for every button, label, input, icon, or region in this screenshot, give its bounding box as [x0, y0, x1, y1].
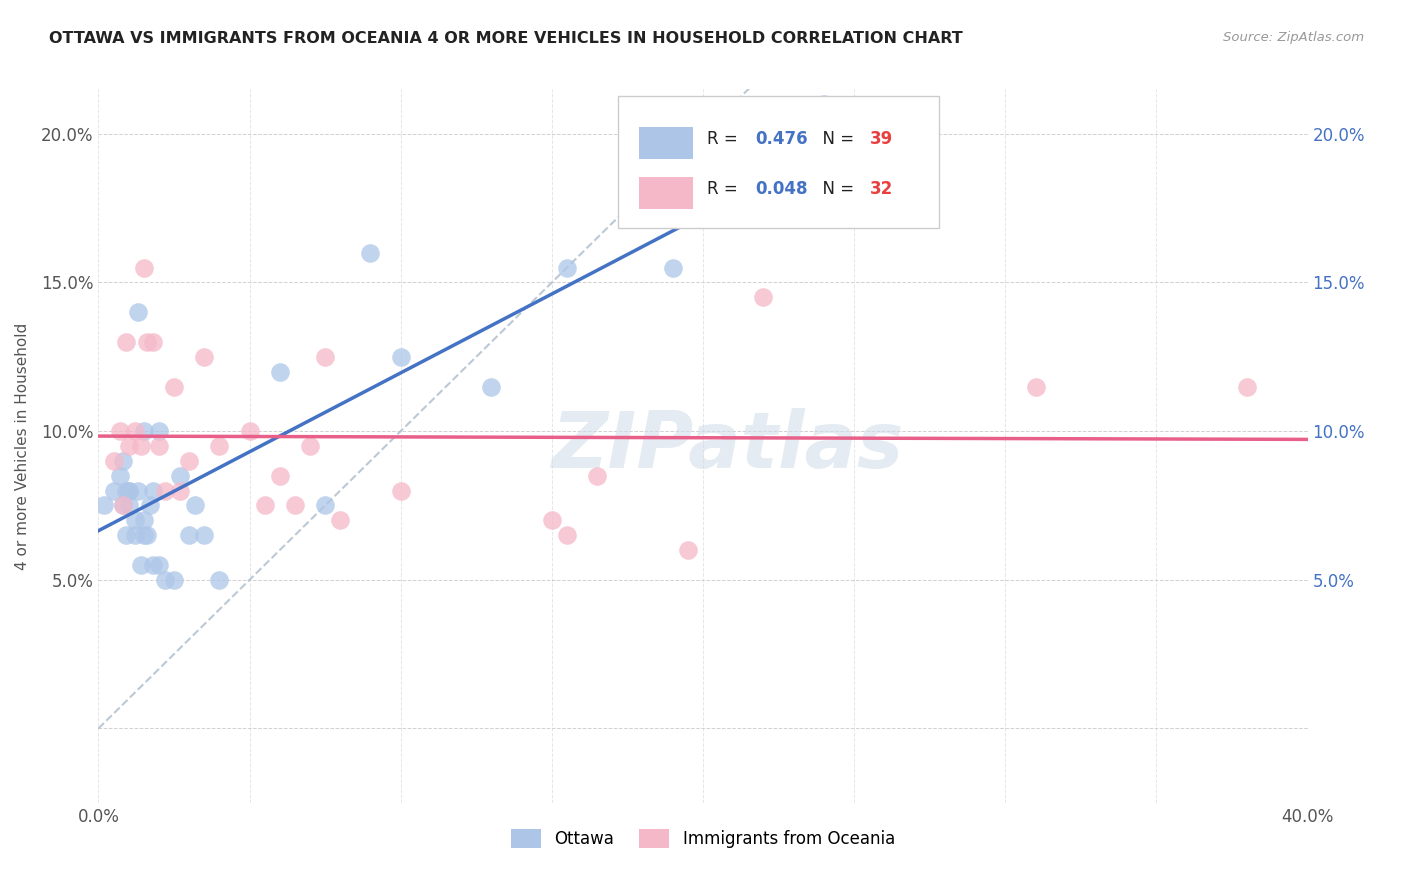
Point: [752, 290, 775, 304]
Point: [118, 483, 141, 498]
Point: [124, 513, 146, 527]
Text: N =: N =: [811, 180, 859, 198]
Point: [148, 424, 170, 438]
Point: [184, 499, 207, 513]
Y-axis label: 4 or more Vehicles in Household: 4 or more Vehicles in Household: [15, 322, 30, 570]
Point: [239, 424, 262, 438]
Text: 39: 39: [870, 130, 893, 148]
Point: [179, 528, 201, 542]
Point: [142, 334, 165, 349]
Point: [676, 543, 699, 558]
Point: [360, 245, 382, 260]
Point: [1024, 379, 1046, 393]
Point: [132, 513, 155, 527]
Point: [1236, 379, 1258, 393]
Text: Source: ZipAtlas.com: Source: ZipAtlas.com: [1223, 31, 1364, 45]
Point: [111, 499, 134, 513]
Point: [118, 499, 141, 513]
FancyBboxPatch shape: [619, 96, 939, 228]
Point: [127, 483, 149, 498]
Point: [586, 468, 609, 483]
Bar: [638, 127, 693, 159]
Point: [208, 573, 231, 587]
Point: [142, 483, 165, 498]
Text: R =: R =: [707, 130, 742, 148]
Point: [114, 483, 136, 498]
Point: [118, 439, 141, 453]
Point: [661, 260, 683, 275]
Point: [389, 350, 412, 364]
Point: [132, 528, 155, 542]
Point: [108, 468, 131, 483]
Point: [114, 334, 136, 349]
Point: [314, 350, 336, 364]
Text: OTTAWA VS IMMIGRANTS FROM OCEANIA 4 OR MORE VEHICLES IN HOUSEHOLD CORRELATION CH: OTTAWA VS IMMIGRANTS FROM OCEANIA 4 OR M…: [49, 31, 963, 46]
Point: [284, 499, 307, 513]
Point: [163, 379, 186, 393]
Point: [127, 305, 149, 319]
Point: [114, 528, 136, 542]
Point: [132, 424, 155, 438]
Text: N =: N =: [811, 130, 859, 148]
Point: [193, 350, 215, 364]
Text: 0.048: 0.048: [755, 180, 807, 198]
Point: [124, 528, 146, 542]
Point: [193, 528, 215, 542]
Point: [169, 483, 191, 498]
Point: [129, 558, 152, 572]
Point: [329, 513, 352, 527]
Point: [269, 468, 291, 483]
Point: [153, 573, 176, 587]
Bar: [638, 177, 693, 209]
Point: [540, 513, 562, 527]
Point: [142, 558, 165, 572]
Text: 0.476: 0.476: [755, 130, 807, 148]
Point: [169, 468, 191, 483]
Point: [118, 483, 141, 498]
Point: [111, 499, 134, 513]
Point: [111, 454, 134, 468]
Point: [389, 483, 412, 498]
Point: [179, 454, 201, 468]
Point: [481, 379, 503, 393]
Point: [135, 528, 157, 542]
Text: 32: 32: [870, 180, 893, 198]
Point: [135, 334, 157, 349]
Point: [148, 558, 170, 572]
Text: ZIPatlas: ZIPatlas: [551, 408, 903, 484]
Point: [129, 439, 152, 453]
Point: [208, 439, 231, 453]
Point: [555, 260, 578, 275]
Point: [163, 573, 186, 587]
Point: [299, 439, 322, 453]
Legend: Ottawa, Immigrants from Oceania: Ottawa, Immigrants from Oceania: [505, 822, 901, 855]
Text: R =: R =: [707, 180, 742, 198]
Point: [813, 97, 835, 112]
Point: [124, 424, 146, 438]
Point: [269, 365, 291, 379]
Point: [103, 454, 125, 468]
Point: [314, 499, 336, 513]
Point: [132, 260, 155, 275]
Point: [253, 499, 276, 513]
Point: [148, 439, 170, 453]
Point: [108, 424, 131, 438]
Point: [103, 483, 125, 498]
Point: [555, 528, 578, 542]
Point: [139, 499, 162, 513]
Point: [153, 483, 176, 498]
Point: [93, 499, 115, 513]
